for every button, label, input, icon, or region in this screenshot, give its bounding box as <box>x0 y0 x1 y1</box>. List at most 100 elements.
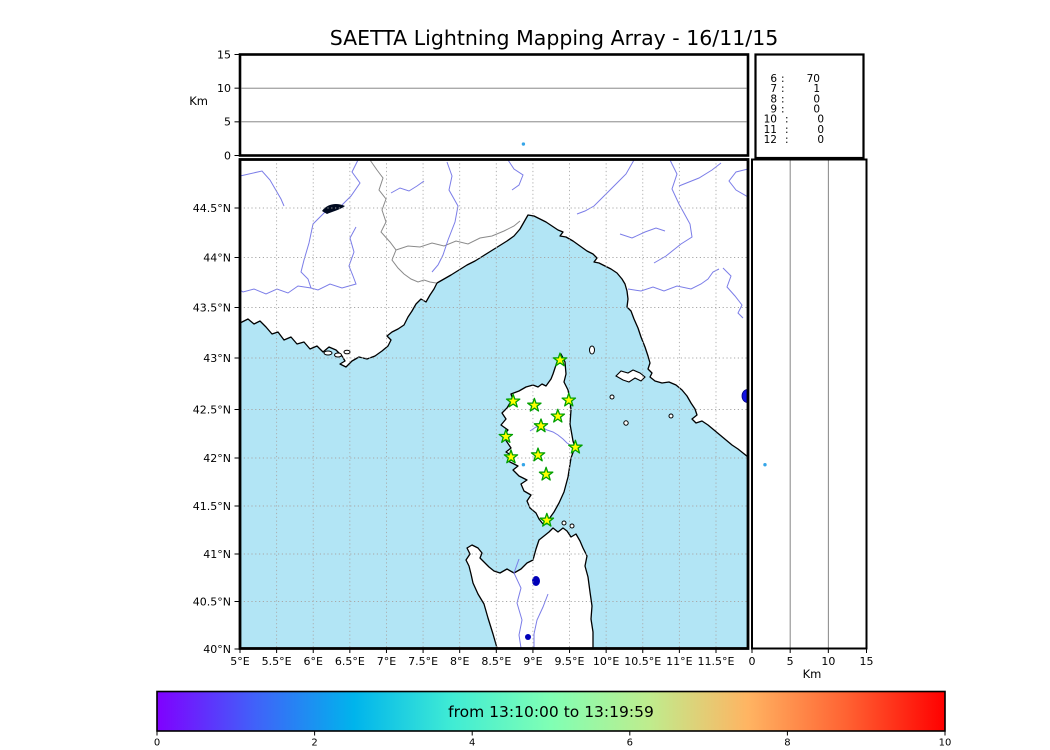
lon-tick-label: 7.5°E <box>408 655 438 668</box>
station-count-colon: : <box>785 124 789 136</box>
sea-fill <box>240 215 748 648</box>
colorbar-tick-label: 8 <box>784 738 790 749</box>
lake-coghinas <box>532 576 540 586</box>
station-marker <box>505 393 521 408</box>
station-count-row: 6: 70 <box>770 73 820 85</box>
station-marker <box>552 352 568 367</box>
station-marker <box>538 466 554 481</box>
station-marker <box>503 449 519 464</box>
colorbar-tick-label: 2 <box>311 738 317 749</box>
station-marker <box>568 439 583 454</box>
altitude-panel-top-bg <box>240 54 748 156</box>
station-count-colon: : <box>785 134 789 146</box>
altitude-panel-right-bg <box>752 159 867 649</box>
map-border <box>238 158 750 650</box>
colorbar: from 13:10:00 to 13:19:59 0 2 4 6 8 10 <box>154 690 952 749</box>
station-count-value: 0 <box>817 114 824 126</box>
station-marker <box>527 397 542 412</box>
altitude-panel-right-gridlines <box>789 160 829 648</box>
island-pianosa <box>609 394 615 400</box>
lon-tick-label: 6.5°E <box>335 655 365 668</box>
station-count-colon: : <box>781 83 785 95</box>
river <box>619 227 666 239</box>
station-count-row: 12: 0 <box>764 134 824 146</box>
river <box>653 159 693 264</box>
river <box>310 226 357 291</box>
island-maddalena <box>569 523 575 529</box>
station-count-value: 1 <box>813 83 820 95</box>
altitude-tick-label: 10 <box>217 82 231 95</box>
station-count-colon: : <box>785 114 789 126</box>
station-count-row: 8: 0 <box>770 93 820 105</box>
altitude-axis-label-right: Km <box>803 667 822 681</box>
station-count-n: 10 <box>764 114 777 126</box>
island-capraia <box>589 345 595 355</box>
station-count-row: 7: 1 <box>770 83 820 95</box>
station-count-n: 6 <box>770 73 777 85</box>
river <box>728 168 748 198</box>
station-marker <box>539 512 555 527</box>
river-sardinia <box>533 593 549 648</box>
island-elba <box>615 369 646 383</box>
station-count-value: 0 <box>813 93 820 105</box>
river <box>722 267 744 319</box>
river <box>390 180 425 194</box>
station-count-n: 11 <box>764 124 777 136</box>
river <box>341 159 361 206</box>
lat-tick-label: 44°N <box>203 251 231 264</box>
lon-tick-label: 5.5°E <box>262 655 292 668</box>
altitude-panel-top-border <box>238 53 750 157</box>
altitude-tick-label: 15 <box>217 48 231 61</box>
lon-tick-label: 11°E <box>666 655 692 668</box>
stats-panel-border <box>754 53 865 160</box>
altitude-axis-label-top: Km <box>189 94 208 108</box>
station-marker <box>561 392 577 407</box>
river-sardinia <box>513 558 523 649</box>
station-marker <box>533 418 549 433</box>
river <box>576 159 635 215</box>
river <box>240 211 326 295</box>
stats-panel: 6: 70 7: 1 8: 0 9: 0 10: 0 11: 0 12: 0 <box>754 53 865 160</box>
colorbar-gradient <box>156 690 946 732</box>
region-border-line <box>395 220 521 251</box>
lightning-source-dot <box>521 142 526 146</box>
river <box>431 161 459 273</box>
station-count-value: 70 <box>807 73 820 85</box>
lon-tick-label: 11.5°E <box>698 655 735 668</box>
lon-tick-label: 10.5°E <box>624 655 661 668</box>
station-count-colon: : <box>781 73 785 85</box>
lat-tick-label: 43.5°N <box>193 301 231 314</box>
lat-tick-label: 42.5°N <box>193 403 231 416</box>
altitude-tick-label: 5 <box>224 116 231 129</box>
lightning-source-dot <box>763 463 767 467</box>
figure-title: SAETTA Lightning Mapping Array - 16/11/1… <box>330 26 779 50</box>
station-count-colon: : <box>781 93 785 105</box>
altitude-tick-label: 5 <box>787 655 794 668</box>
station-marker <box>530 447 546 462</box>
colorbar-tick-label: 10 <box>939 738 952 749</box>
altitude-tick-label: 0 <box>749 655 756 668</box>
lon-tick-label: 8°E <box>450 655 469 668</box>
station-count-value: 0 <box>813 103 820 115</box>
lat-tick-label: 44.5°N <box>193 202 231 215</box>
station-marker <box>498 429 514 443</box>
colorbar-tick-label: 6 <box>627 738 633 749</box>
island-montecristo <box>623 420 629 426</box>
island-hyeres <box>323 350 333 356</box>
station-count-colon: : <box>781 103 785 115</box>
lon-tick-label: 6°E <box>304 655 323 668</box>
lat-tick-label: 43°N <box>203 352 231 365</box>
lon-tick-label: 9.5°E <box>555 655 585 668</box>
lon-tick-label: 10°E <box>593 655 619 668</box>
altitude-panel-right: 0 5 10 15 Km <box>749 158 874 681</box>
altitude-tick-label: 10 <box>821 655 835 668</box>
altitude-panel-right-border <box>751 158 868 650</box>
station-count-n: 7 <box>770 83 777 95</box>
sardinia-fill <box>466 528 593 648</box>
station-count-n: 12 <box>764 134 777 146</box>
altitude-panel-top-gridlines <box>241 87 747 123</box>
altitude-tick-label: 15 <box>860 655 874 668</box>
colorbar-tick-label: 0 <box>154 738 160 749</box>
coastline-sardinia <box>465 527 594 649</box>
